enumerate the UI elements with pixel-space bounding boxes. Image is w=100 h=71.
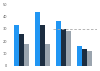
Bar — [87, 51, 92, 66]
Bar — [35, 12, 40, 66]
Bar — [45, 44, 50, 66]
Bar — [40, 25, 45, 66]
Bar — [66, 31, 71, 66]
Bar — [77, 46, 82, 66]
Bar — [19, 34, 24, 66]
Bar — [56, 22, 61, 66]
Bar — [82, 48, 87, 66]
Bar — [61, 29, 66, 66]
Bar — [14, 25, 19, 66]
Bar — [24, 44, 29, 66]
